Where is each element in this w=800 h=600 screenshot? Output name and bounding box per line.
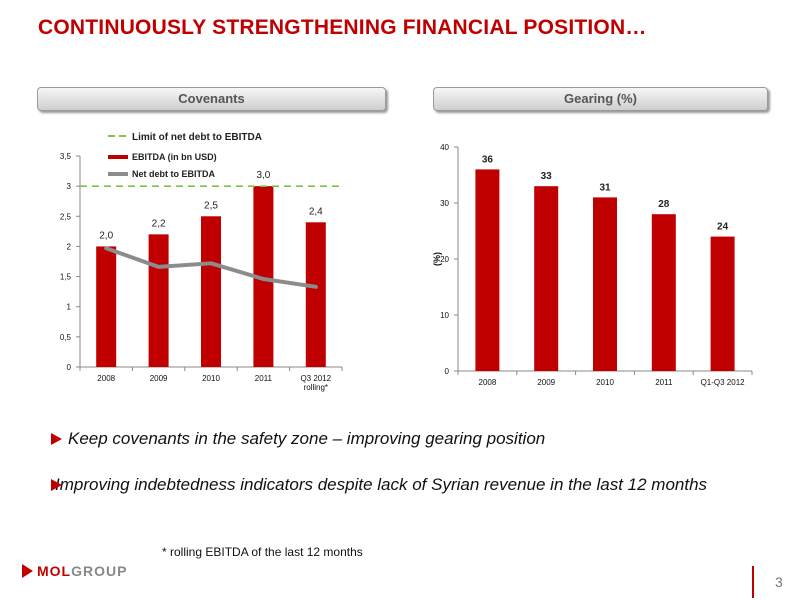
x-tick-label: rolling* xyxy=(304,383,328,392)
covenants-chart: 0 0,5 1 1,5 2 2,5 3 3,5 2,0 2,2 2,5 3,0 2,4 2008 2009 2… xyxy=(60,132,343,392)
y-tick-label: 30 xyxy=(440,199,449,208)
ebitda-bar xyxy=(96,246,117,367)
y-tick-label: 3,5 xyxy=(60,152,72,161)
ebitda-bar xyxy=(305,222,326,367)
gearing-data-label: 36 xyxy=(482,154,494,165)
bullet-list: Keep covenants in the safety zone – impr… xyxy=(51,428,755,520)
y-tick-label: 20 xyxy=(440,255,449,264)
net-debt-line xyxy=(104,246,318,289)
bullet-arrow-icon xyxy=(51,433,62,445)
legend-label: EBITDA (in bn USD) xyxy=(132,152,217,162)
x-tick-label: 2010 xyxy=(202,374,220,383)
y-tick-label: 1,5 xyxy=(60,273,72,282)
logo-mark-icon xyxy=(22,564,33,578)
company-logo: MOLGROUP xyxy=(22,563,127,579)
gearing-panel-header: Gearing (%) xyxy=(433,87,768,111)
bullet-text: Keep covenants in the safety zone – impr… xyxy=(68,429,546,448)
bullet-arrow-icon xyxy=(51,479,62,491)
x-tick-label: 2009 xyxy=(150,374,168,383)
gearing-bar xyxy=(710,236,735,371)
y-tick-label: 0,5 xyxy=(60,333,72,342)
x-tick-label: 2010 xyxy=(596,378,614,387)
gearing-bar xyxy=(651,214,676,371)
ebitda-bar xyxy=(148,234,169,367)
x-tick-label: Q3 2012 xyxy=(300,374,331,383)
x-tick-label: 2008 xyxy=(479,378,497,387)
gearing-bar xyxy=(534,186,559,371)
gearing-chart: 0 10 20 30 40 36 33 31 28 24 2008 2009 2010 2011 Q1-Q3… xyxy=(432,143,753,387)
ebitda-data-label: 2,2 xyxy=(152,218,166,229)
ebitda-data-label: 2,4 xyxy=(309,206,323,217)
legend-label: Limit of net debt to EBITDA xyxy=(132,132,262,143)
x-tick-label: 2011 xyxy=(255,374,273,383)
gearing-data-label: 33 xyxy=(541,171,553,182)
page-number: 3 xyxy=(775,574,783,590)
ebitda-data-label: 3,0 xyxy=(256,170,270,181)
y-tick-label: 0 xyxy=(445,367,450,376)
y-tick-label: 2,5 xyxy=(60,212,72,221)
ebitda-bar xyxy=(201,216,221,367)
x-tick-label: 2009 xyxy=(537,378,555,387)
bullet-item: Keep covenants in the safety zone – impr… xyxy=(51,428,755,450)
y-tick-label: 2 xyxy=(67,242,72,251)
ebitda-data-label: 2,0 xyxy=(99,230,113,241)
x-tick-label: 2011 xyxy=(655,378,673,387)
gearing-data-label: 28 xyxy=(658,199,670,210)
gearing-bar xyxy=(593,197,617,371)
y-tick-label: 3 xyxy=(67,182,72,191)
bullet-item: Improving indebtedness indicators despit… xyxy=(51,474,755,496)
logo-text-mol: MOL xyxy=(37,563,72,579)
ebitda-bar xyxy=(253,186,274,367)
footer-divider xyxy=(752,566,754,598)
logo-text-group: GROUP xyxy=(71,563,128,579)
y-tick-label: 10 xyxy=(440,311,449,320)
gearing-data-label: 31 xyxy=(599,182,611,193)
y-tick-label: 40 xyxy=(440,143,449,152)
ebitda-data-label: 2,5 xyxy=(204,200,218,211)
gearing-bar xyxy=(475,169,500,371)
x-tick-label: 2008 xyxy=(97,374,115,383)
y-axis-label: (%) xyxy=(432,252,442,266)
covenants-panel-header: Covenants xyxy=(37,87,386,111)
y-tick-label: 1 xyxy=(67,303,72,312)
gearing-data-label: 24 xyxy=(717,222,729,233)
x-tick-label: Q1-Q3 2012 xyxy=(701,378,746,387)
slide-title: CONTINUOUSLY STRENGTHENING FINANCIAL POS… xyxy=(38,16,647,39)
legend-label: Net debt to EBITDA xyxy=(132,169,215,179)
y-tick-label: 0 xyxy=(67,363,72,372)
bullet-text: Improving indebtedness indicators despit… xyxy=(55,475,708,494)
footnote: * rolling EBITDA of the last 12 months xyxy=(162,545,363,559)
